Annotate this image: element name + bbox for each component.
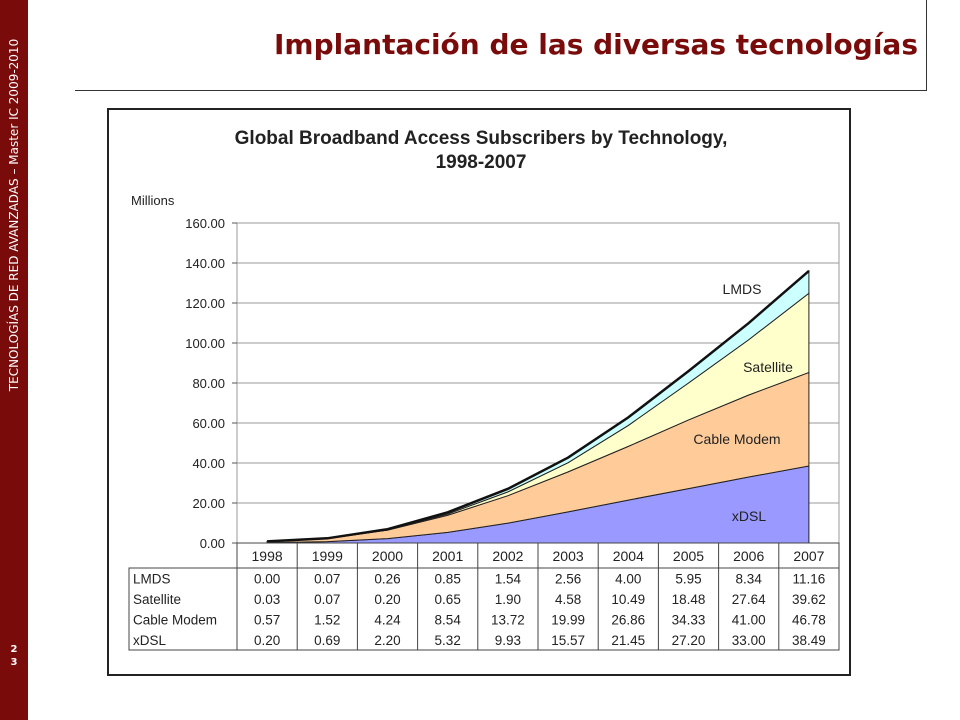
x-tick-label: 2007 (793, 548, 824, 564)
y-tick-label: 80.00 (192, 376, 225, 391)
slide-title: Implantación de las diversas tecnologías (274, 28, 918, 61)
table-row-label: LMDS (133, 572, 171, 587)
table-cell: 2.20 (374, 633, 400, 648)
y-axis-label: Millions (131, 193, 175, 208)
table-cell: 4.00 (615, 572, 641, 587)
table-cell: 0.26 (374, 572, 400, 587)
table-cell: 5.95 (675, 572, 701, 587)
table-body (128, 567, 840, 651)
table-cell: 8.54 (435, 613, 462, 628)
table-cell: 5.32 (435, 633, 461, 648)
x-tick-label: 2002 (492, 548, 523, 564)
x-tick-label: 2001 (432, 548, 463, 564)
sidebar-course-label: TECNOLOGÍAS DE RED AVANZADAS – Master IC… (7, 38, 21, 392)
table-cell: 0.69 (314, 633, 340, 648)
table-cell: 0.85 (435, 572, 461, 587)
y-tick-label: 0.00 (200, 536, 225, 551)
series-label-xdsl: xDSL (732, 508, 766, 524)
table-cell: 18.48 (672, 592, 706, 607)
table-cell: 13.72 (491, 613, 525, 628)
table-cell: 1.54 (495, 572, 522, 587)
table-cell: 0.57 (254, 613, 280, 628)
table-cell: 10.49 (611, 592, 645, 607)
title-vertical-divider (926, 0, 927, 91)
x-tick-label: 2003 (553, 548, 584, 564)
y-tick-label: 140.00 (185, 256, 225, 271)
y-tick-label: 60.00 (192, 416, 225, 431)
table-cell: 0.07 (314, 592, 340, 607)
table-cell: 0.07 (314, 572, 340, 587)
x-tick-label: 2005 (673, 548, 704, 564)
y-tick-label: 40.00 (192, 456, 225, 471)
page-number-digit-1: 2 (10, 644, 18, 655)
table-row-label: Cable Modem (133, 613, 217, 628)
table-cell: 1.52 (314, 613, 340, 628)
table-cell: 4.24 (374, 613, 401, 628)
table-cell: 0.20 (254, 633, 280, 648)
table-cell: 11.16 (793, 572, 826, 587)
stacked-area-chart: 0.00 20.00 40.00 60.00 80.00 100.00 120.00 140.… (128, 193, 840, 651)
x-tick-label: 2006 (733, 548, 764, 564)
sidebar: TECNOLOGÍAS DE RED AVANZADAS – Master IC… (0, 0, 28, 720)
y-tick-label: 120.00 (185, 296, 225, 311)
table-cell: 19.99 (551, 613, 585, 628)
series-label-satellite: Satellite (743, 359, 793, 375)
table-cell: 0.65 (435, 592, 461, 607)
chart-title-line2: 1998-2007 (435, 152, 527, 173)
table-cell: 0.20 (374, 592, 400, 607)
table-cell: 46.78 (792, 613, 826, 628)
table-cell: 41.00 (732, 613, 766, 628)
table-cell: 38.49 (792, 633, 826, 648)
table-cell: 9.93 (495, 633, 521, 648)
table-cell: 4.58 (555, 592, 581, 607)
table-cell: 21.45 (611, 633, 645, 648)
chart-title-line1: Global Broadband Access Subscribers by T… (234, 128, 728, 149)
title-divider (75, 90, 927, 91)
x-tick-label: 2004 (613, 548, 644, 564)
table-row-label: Satellite (133, 592, 181, 607)
table-cell: 2.56 (555, 572, 581, 587)
y-tick-label: 20.00 (192, 496, 225, 511)
table-cell: 27.20 (672, 633, 706, 648)
x-tick-label: 2000 (372, 548, 403, 564)
x-tick-label: 1998 (252, 548, 283, 564)
table-cell: 15.57 (551, 633, 585, 648)
table-cell: 27.64 (732, 592, 766, 607)
table-cell: 1.90 (495, 592, 521, 607)
table-cell: 33.00 (732, 633, 766, 648)
total-outline (267, 269, 810, 543)
table-cell: 8.34 (736, 572, 763, 587)
series-label-lmds: LMDS (723, 281, 762, 297)
table-cell: 26.86 (611, 613, 645, 628)
chart-frame: Global Broadband Access Subscribers by T… (107, 108, 851, 676)
table-cell: 0.00 (254, 572, 280, 587)
series-label-cable-modem: Cable Modem (693, 431, 780, 447)
x-tick-label: 1999 (312, 548, 343, 564)
table-cell: 39.62 (792, 592, 826, 607)
y-tick-label: 100.00 (185, 336, 225, 351)
table-row-label: xDSL (133, 633, 167, 648)
page-number-digit-2: 3 (10, 657, 18, 668)
table-cell: 34.33 (672, 613, 706, 628)
table-cell: 0.03 (254, 592, 280, 607)
y-tick-label: 160.00 (185, 216, 225, 231)
